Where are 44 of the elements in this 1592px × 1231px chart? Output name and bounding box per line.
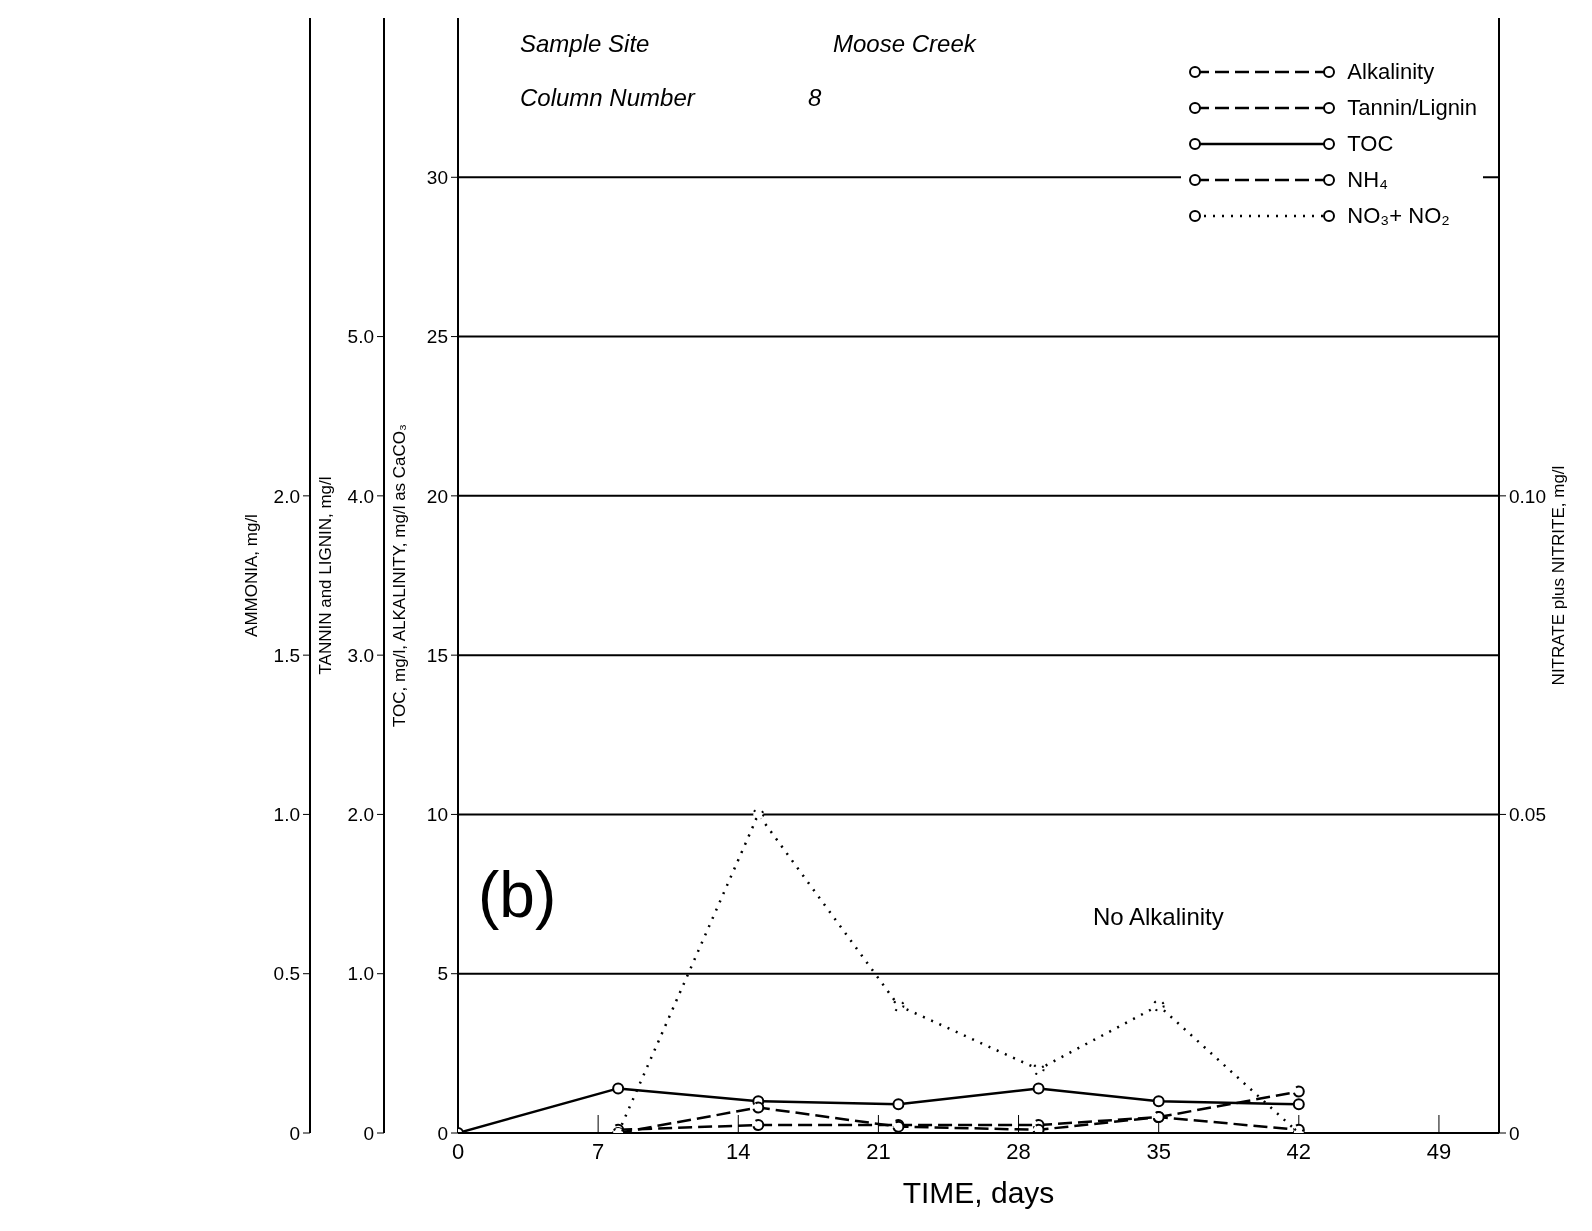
y2-tick-label: 1.0: [347, 963, 374, 985]
annotation: No Alkalinity: [1093, 903, 1224, 931]
y-tick-label: 0: [1509, 1122, 1520, 1144]
y2-tick-label: 3.0: [347, 644, 374, 666]
x-axis-title: TIME, days: [902, 1176, 1055, 1209]
y-tick-label: 10: [426, 804, 448, 826]
annotation: 8: [808, 84, 822, 112]
y2-axis-title: TANNIN and LIGNIN, mg/l: [316, 476, 336, 675]
x-tick-label: 28: [1006, 1138, 1031, 1164]
annotation: Moose Creek: [833, 30, 976, 58]
y2-tick-label: 4.0: [347, 485, 374, 507]
x-tick-label: 49: [1426, 1138, 1452, 1164]
x-tick-label: 42: [1286, 1138, 1312, 1164]
y-axis-title: NITRATE plus NITRITE, mg/l: [1549, 465, 1569, 686]
y3-axis-title: AMMONIA, mg/l: [242, 514, 262, 637]
y-tick-label: 15: [426, 644, 448, 666]
legend-label: Alkalinity: [1347, 59, 1435, 85]
legend-label: Tannin/Lignin: [1347, 95, 1477, 121]
y-axis-title: TOC, mg/l, ALKALINITY, mg/l as CaCO₃: [390, 424, 410, 727]
x-tick-label: 35: [1146, 1138, 1171, 1164]
y-tick-label: 0.10: [1509, 485, 1546, 507]
text: NO₃+ NO₂: [1347, 203, 1450, 229]
x-tick-label: 21: [866, 1138, 891, 1164]
x-tick-label: 7: [592, 1138, 605, 1164]
y3-tick-label: 0.5: [273, 963, 300, 985]
y-tick-label: 0.05: [1509, 804, 1546, 826]
y3-tick-label: 1.0: [273, 804, 300, 826]
y-tick-label: 0: [437, 1122, 448, 1144]
legend-label: NH₄: [1347, 167, 1389, 193]
y2-tick-label: 2.0: [347, 804, 374, 826]
x-tick-label: 14: [726, 1138, 751, 1164]
y2-tick-label: 0: [363, 1122, 374, 1144]
y3-tick-label: 2.0: [273, 485, 300, 507]
annotation: Column Number: [520, 84, 695, 112]
y-tick-label: 20: [426, 485, 448, 507]
y-tick-label: 25: [426, 326, 448, 348]
y3-tick-label: 1.5: [273, 644, 300, 666]
y2-tick-label: 5.0: [347, 326, 374, 348]
annotation: Sample Site: [520, 30, 650, 58]
y-tick-label: 5: [437, 963, 448, 985]
y3-tick-label: 0: [289, 1122, 300, 1144]
annotation: (b): [478, 858, 557, 932]
y-tick-label: 30: [426, 167, 448, 189]
legend-label: TOC: [1347, 131, 1394, 157]
